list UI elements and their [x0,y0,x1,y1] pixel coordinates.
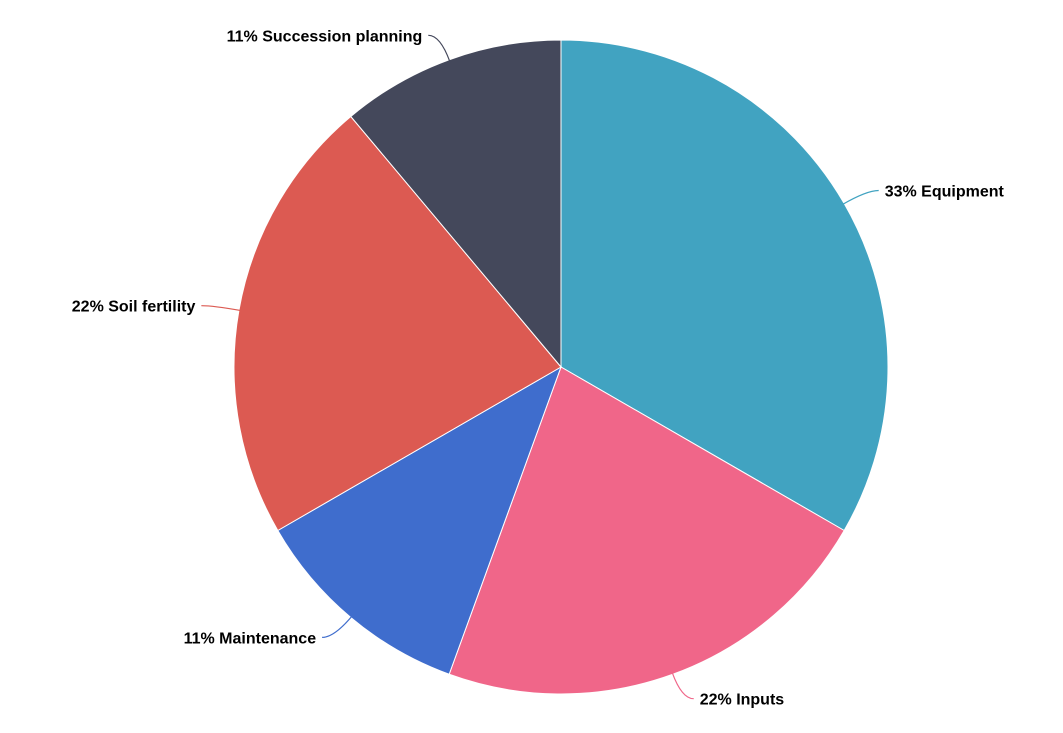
pie-slices [233,39,889,695]
slice-label-maintenance: 11% Maintenance [184,630,317,647]
leader-line-soil-fertility [201,305,242,312]
slice-label-inputs: 22% Inputs [700,692,785,709]
slice-labels: 33% Equipment 22% Inputs 11% Maintenance 22… [72,28,1005,708]
slice-label-equipment: 33% Equipment [885,184,1005,201]
leader-line-equipment [842,189,879,206]
leader-line-succession-planning [428,34,451,62]
leader-line-maintenance [322,615,353,639]
leader-lines [201,34,879,700]
slice-label-soil-fertility: 22% Soil fertility [72,299,196,316]
leader-line-inputs [671,672,694,700]
slice-label-succession-planning: 11% Succession planning [227,28,423,45]
